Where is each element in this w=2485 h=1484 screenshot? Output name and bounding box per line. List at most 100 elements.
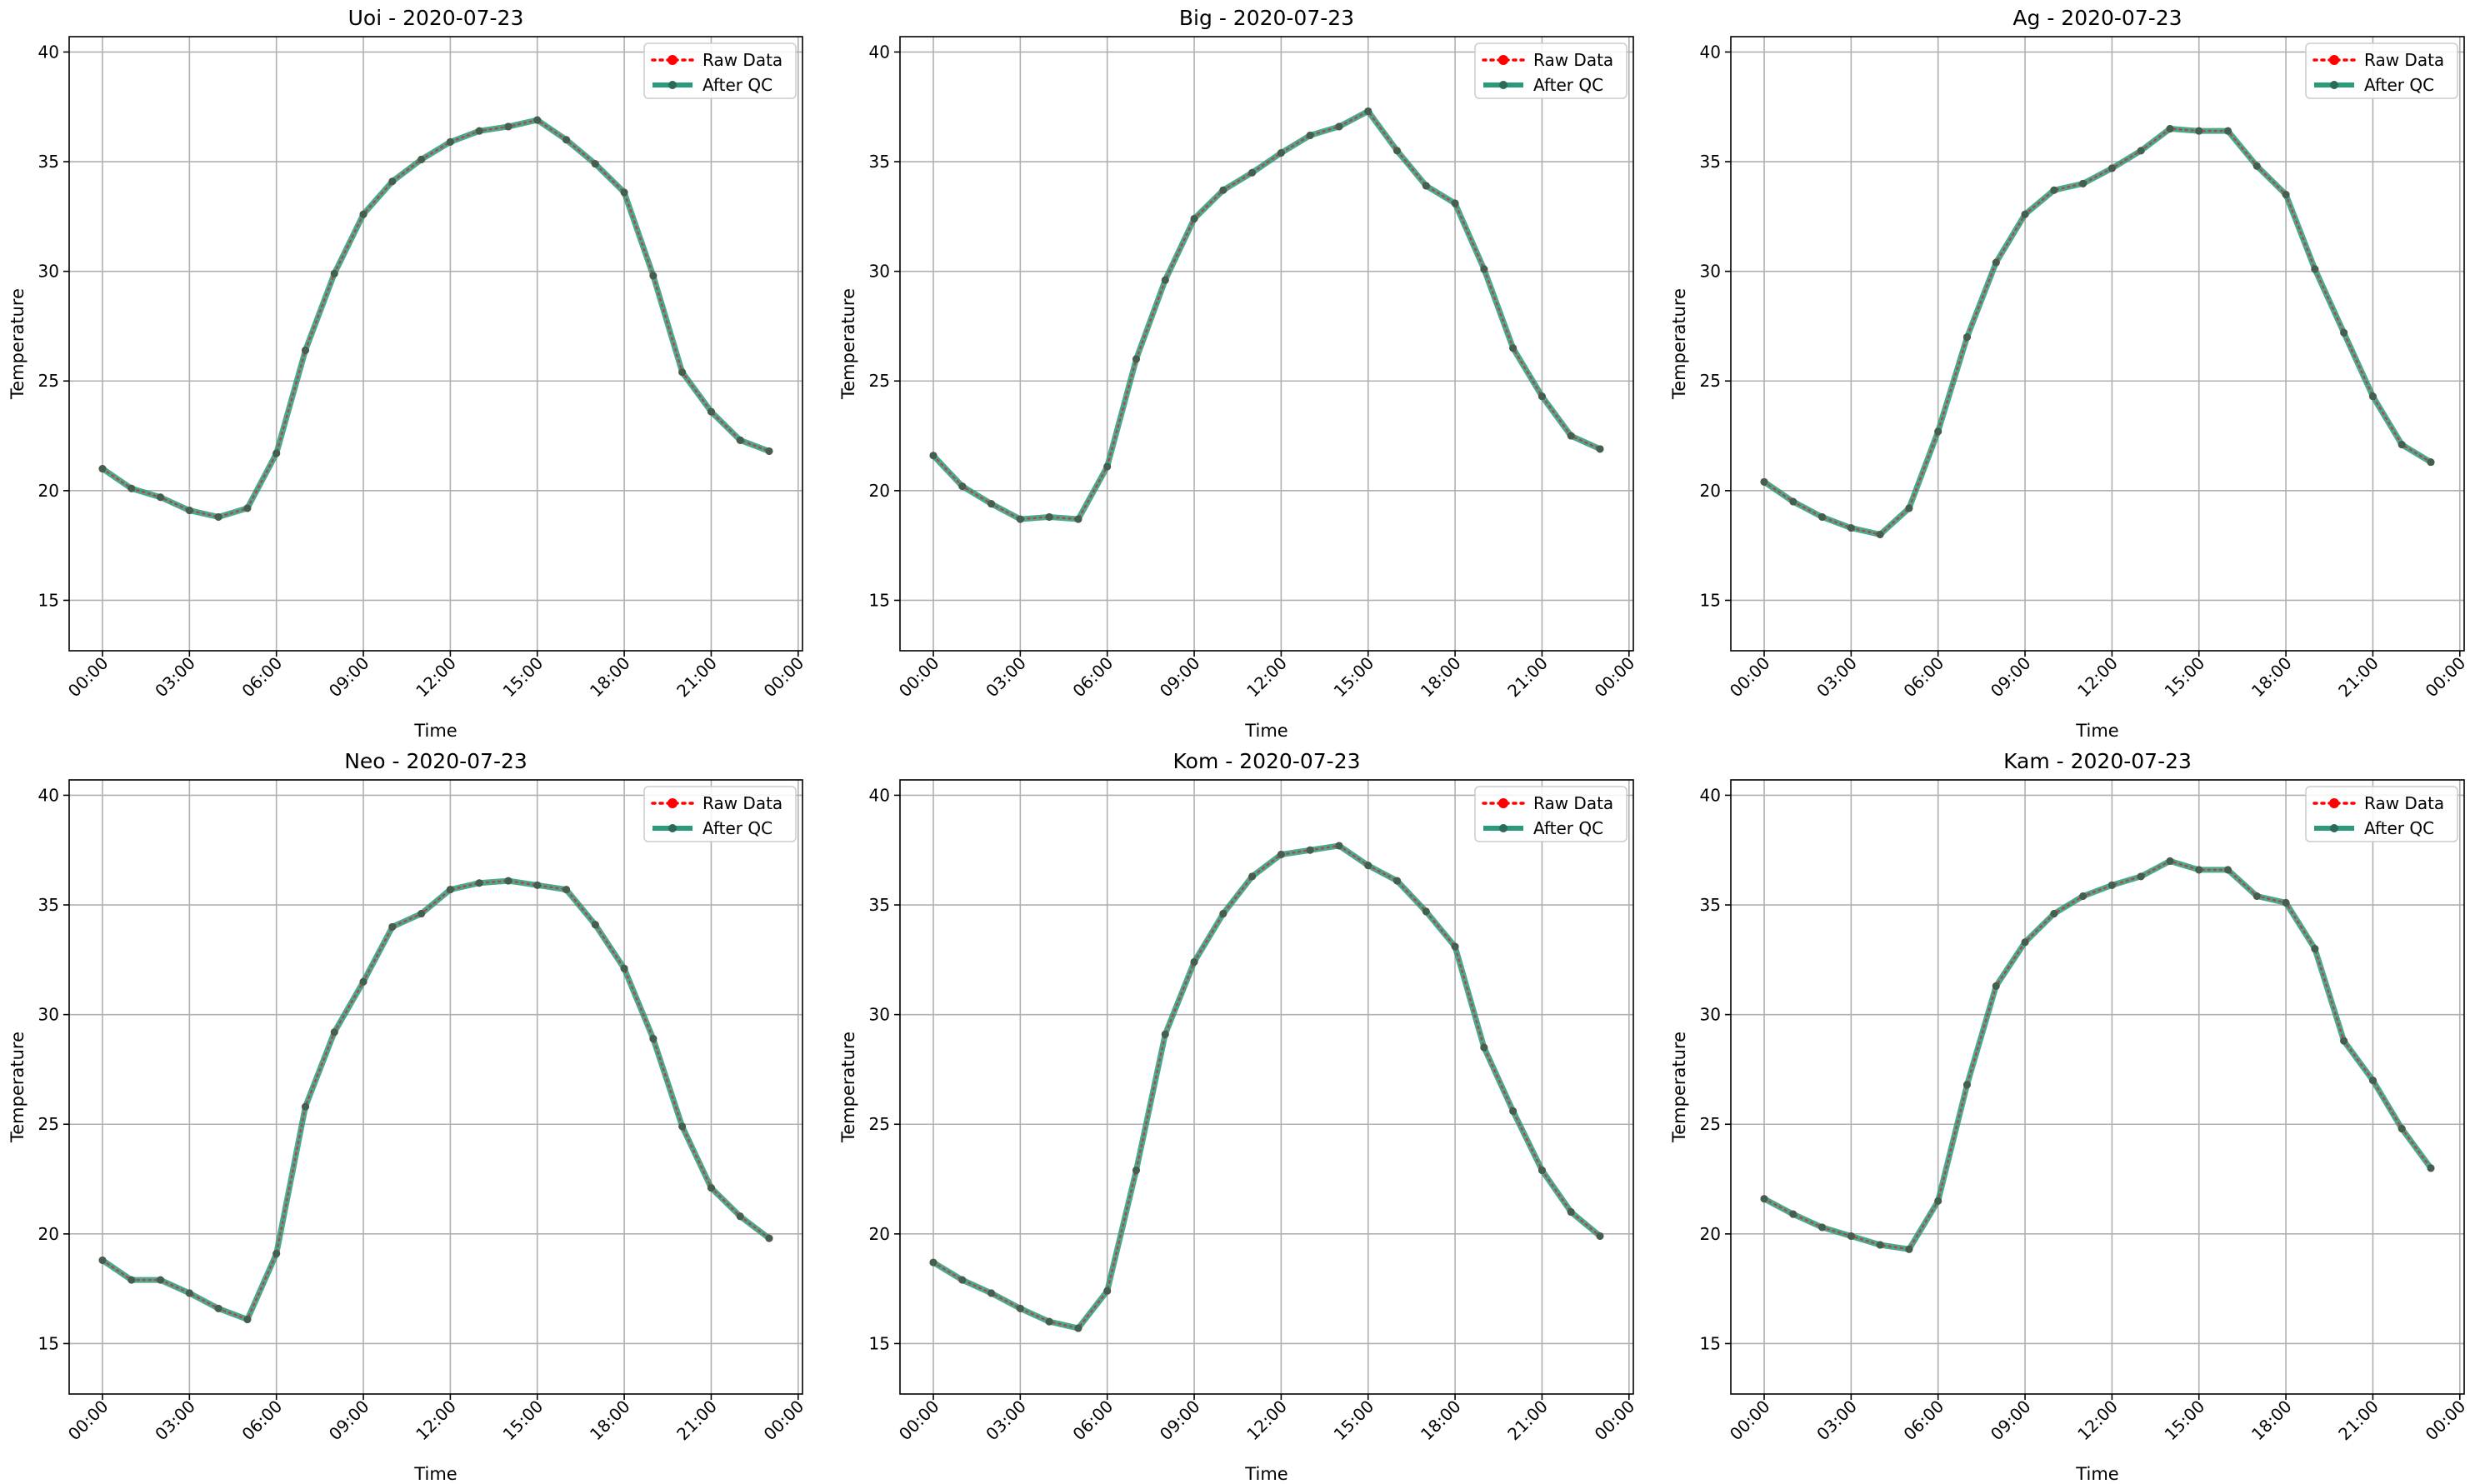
chart-title: Neo - 2020-07-23 bbox=[344, 749, 528, 773]
after-qc-point bbox=[2282, 898, 2290, 907]
legend-raw-data-marker bbox=[668, 55, 678, 65]
after-qc-point bbox=[533, 881, 542, 889]
legend-raw-data-label: Raw Data bbox=[2364, 793, 2444, 813]
x-tick-label: 21:00 bbox=[1503, 1397, 1552, 1445]
legend-raw-data-label: Raw Data bbox=[2364, 50, 2444, 70]
after-qc-point bbox=[1962, 1081, 1971, 1089]
x-tick-label: 09:00 bbox=[325, 653, 373, 702]
after-qc-point bbox=[1248, 168, 1257, 177]
y-tick-label: 30 bbox=[869, 1005, 890, 1025]
after-qc-point bbox=[301, 346, 309, 354]
after-qc-point bbox=[1962, 333, 1971, 342]
after-qc-point bbox=[272, 449, 281, 457]
after-qc-point bbox=[1219, 910, 1228, 918]
after-qc-point bbox=[1103, 1287, 1112, 1295]
after-qc-point bbox=[2368, 1077, 2377, 1085]
y-axis-label: Temperature bbox=[8, 1032, 28, 1143]
y-tick-label: 40 bbox=[38, 42, 59, 62]
x-tick-label: 09:00 bbox=[325, 1397, 373, 1445]
after-qc-point bbox=[1074, 515, 1082, 523]
after-qc-point bbox=[330, 1028, 338, 1037]
after-qc-point bbox=[418, 910, 426, 918]
after-qc-point bbox=[533, 116, 542, 124]
chart-title: Kom - 2020-07-23 bbox=[1173, 749, 1361, 773]
after-qc-point bbox=[1306, 131, 1314, 139]
after-qc-point bbox=[1219, 186, 1228, 194]
chart-title: Big - 2020-07-23 bbox=[1179, 6, 1354, 30]
legend-after-qc-label: After QC bbox=[2364, 818, 2434, 838]
y-tick-label: 20 bbox=[1700, 481, 1721, 501]
after-qc-point bbox=[1045, 512, 1053, 521]
x-tick-label: 06:00 bbox=[1900, 1397, 1948, 1445]
chart-panel-6: 15 20 25 30 35 40 00:00 03:00 06:00 09:00 12:00 15:… bbox=[1669, 749, 2469, 1484]
chart-panel-3: 15 20 25 30 35 40 00:00 03:00 06:00 09:00 12:00 15:… bbox=[1669, 6, 2469, 741]
y-tick-label: 25 bbox=[869, 1114, 890, 1134]
x-tick-label: 18:00 bbox=[1417, 653, 1465, 702]
after-qc-point bbox=[2340, 1037, 2348, 1045]
after-qc-point bbox=[1422, 182, 1430, 190]
after-qc-point bbox=[1393, 877, 1402, 885]
x-axis-label: Time bbox=[413, 1464, 457, 1484]
after-qc-point bbox=[765, 447, 773, 455]
after-qc-point bbox=[185, 507, 193, 515]
y-tick-label: 40 bbox=[1700, 785, 1721, 805]
series-line-raw-data bbox=[1762, 860, 2432, 1251]
after-qc-point bbox=[2021, 210, 2029, 218]
after-qc-point bbox=[2021, 938, 2029, 947]
chart-panel-4: 15 20 25 30 35 40 00:00 03:00 06:00 09:00 12:00 15:… bbox=[8, 749, 808, 1484]
after-qc-point bbox=[504, 877, 512, 885]
series-line-raw-data bbox=[1762, 127, 2432, 536]
x-tick-label: 06:00 bbox=[238, 1397, 287, 1445]
after-qc-point bbox=[1045, 1317, 1053, 1326]
y-tick-label: 35 bbox=[869, 895, 890, 915]
after-qc-point bbox=[1132, 355, 1140, 363]
x-tick-label: 12:00 bbox=[412, 1397, 460, 1445]
after-qc-point bbox=[2427, 458, 2435, 467]
y-tick-label: 20 bbox=[38, 481, 59, 501]
after-qc-point bbox=[214, 512, 222, 521]
after-qc-point bbox=[418, 155, 426, 163]
after-qc-point bbox=[2311, 265, 2319, 273]
after-qc-point bbox=[649, 272, 658, 280]
x-tick-label: 21:00 bbox=[2334, 653, 2382, 702]
x-tick-label: 09:00 bbox=[1987, 1397, 2035, 1445]
after-qc-point bbox=[591, 921, 599, 929]
y-tick-label: 30 bbox=[869, 262, 890, 282]
y-tick-label: 25 bbox=[38, 1114, 59, 1134]
after-qc-point bbox=[388, 177, 397, 186]
x-tick-label: 21:00 bbox=[672, 1397, 721, 1445]
after-qc-point bbox=[2398, 441, 2406, 449]
y-tick-label: 15 bbox=[38, 590, 59, 610]
after-qc-point bbox=[214, 1304, 222, 1312]
after-qc-point bbox=[2311, 945, 2319, 953]
series-line-raw-data bbox=[101, 879, 771, 1322]
chart-panel-1: 15 20 25 30 35 40 00:00 03:00 06:00 09:00 12:00 15:… bbox=[8, 6, 808, 741]
after-qc-point bbox=[388, 922, 397, 931]
y-tick-label: 20 bbox=[1700, 1224, 1721, 1244]
y-tick-label: 30 bbox=[38, 1005, 59, 1025]
after-qc-point bbox=[1277, 850, 1285, 858]
after-qc-point bbox=[128, 1276, 136, 1284]
axes-frame bbox=[899, 36, 1634, 652]
axes-frame bbox=[68, 36, 803, 652]
y-tick-label: 15 bbox=[38, 1333, 59, 1353]
after-qc-point bbox=[2050, 186, 2058, 194]
legend-after-qc-marker bbox=[1499, 81, 1508, 89]
after-qc-point bbox=[1509, 1107, 1518, 1115]
after-qc-point bbox=[2398, 1125, 2406, 1133]
x-tick-label: 00:00 bbox=[1726, 653, 1774, 702]
legend-raw-data-marker bbox=[2329, 798, 2339, 808]
legend-raw-data-marker bbox=[1498, 798, 1508, 808]
legend-after-qc-marker bbox=[668, 824, 677, 832]
after-qc-point bbox=[1161, 276, 1169, 284]
x-tick-label: 21:00 bbox=[2334, 1397, 2382, 1445]
after-qc-point bbox=[1760, 1195, 1768, 1203]
after-qc-point bbox=[765, 1234, 773, 1242]
after-qc-point bbox=[620, 964, 628, 972]
after-qc-point bbox=[1596, 445, 1604, 453]
chart-panel-5: 15 20 25 30 35 40 00:00 03:00 06:00 09:00 12:00 15:… bbox=[838, 749, 1638, 1484]
series-line-after-qc bbox=[1762, 126, 2432, 537]
after-qc-point bbox=[562, 886, 571, 894]
after-qc-point bbox=[1277, 149, 1285, 157]
